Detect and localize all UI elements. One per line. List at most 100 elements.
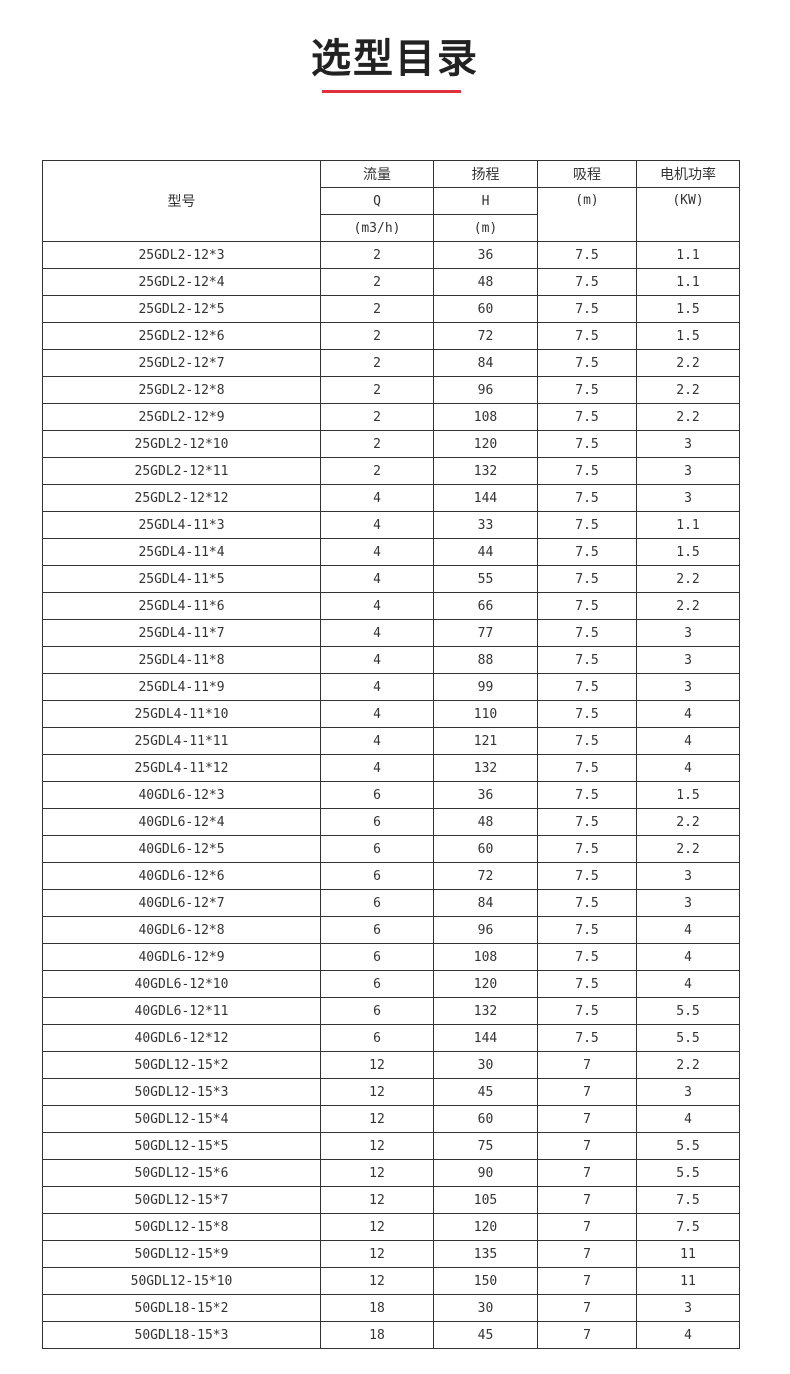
table-row: 40GDL6-12*5 6 60 7.5 2.2 xyxy=(42,835,740,863)
cell-flow: 2 xyxy=(320,430,434,458)
cell-flow: 2 xyxy=(320,241,434,269)
table-row: 25GDL4-11*4 4 44 7.5 1.5 xyxy=(42,538,740,566)
table-row: 40GDL6-12*4 6 48 7.5 2.2 xyxy=(42,808,740,836)
cell-power: 3 xyxy=(636,673,740,701)
cell-model: 25GDL4-11*7 xyxy=(42,619,321,647)
table-row: 25GDL4-11*10 4 110 7.5 4 xyxy=(42,700,740,728)
cell-model: 25GDL4-11*4 xyxy=(42,538,321,566)
cell-head: 60 xyxy=(433,1105,538,1133)
cell-suction: 7.5 xyxy=(537,376,637,404)
cell-head: 144 xyxy=(433,1024,538,1052)
cell-head: 99 xyxy=(433,673,538,701)
cell-model: 50GDL12-15*10 xyxy=(42,1267,321,1295)
cell-power: 4 xyxy=(636,970,740,998)
cell-power: 3 xyxy=(636,484,740,512)
cell-power: 7.5 xyxy=(636,1186,740,1214)
cell-suction: 7.5 xyxy=(537,592,637,620)
cell-head: 132 xyxy=(433,754,538,782)
cell-model: 40GDL6-12*7 xyxy=(42,889,321,917)
cell-head: 75 xyxy=(433,1132,538,1160)
header-row: Q H (m) (KW) xyxy=(43,187,740,242)
cell-power: 1.5 xyxy=(636,322,740,350)
cell-model: 50GDL18-15*3 xyxy=(42,1321,321,1349)
cell-flow: 12 xyxy=(320,1051,434,1079)
cell-power: 4 xyxy=(636,1105,740,1133)
table-row: 40GDL6-12*12 6 144 7.5 5.5 xyxy=(42,1024,740,1052)
cell-power: 1.1 xyxy=(636,268,740,296)
cell-flow: 12 xyxy=(320,1213,434,1241)
cell-head: 72 xyxy=(433,862,538,890)
cell-power: 2.2 xyxy=(636,349,740,377)
header-power: 电机功率 xyxy=(636,160,740,188)
cell-power: 2.2 xyxy=(636,1051,740,1079)
cell-power: 2.2 xyxy=(636,565,740,593)
cell-flow: 4 xyxy=(320,565,434,593)
cell-model: 25GDL2-12*11 xyxy=(42,457,321,485)
table-row: 25GDL2-12*5 2 60 7.5 1.5 xyxy=(42,295,740,323)
table-row: 25GDL2-12*6 2 72 7.5 1.5 xyxy=(42,322,740,350)
cell-head: 110 xyxy=(433,700,538,728)
cell-model: 40GDL6-12*9 xyxy=(42,943,321,971)
cell-model: 40GDL6-12*3 xyxy=(42,781,321,809)
cell-suction: 7 xyxy=(537,1267,637,1295)
cell-suction: 7 xyxy=(537,1186,637,1214)
table-row: 40GDL6-12*3 6 36 7.5 1.5 xyxy=(42,781,740,809)
cell-head: 45 xyxy=(433,1078,538,1106)
cell-head: 120 xyxy=(433,970,538,998)
cell-suction: 7 xyxy=(537,1213,637,1241)
cell-head: 96 xyxy=(433,376,538,404)
cell-power: 2.2 xyxy=(636,592,740,620)
cell-model: 50GDL12-15*3 xyxy=(42,1078,321,1106)
cell-power: 3 xyxy=(636,889,740,917)
cell-head: 121 xyxy=(433,727,538,755)
cell-flow: 2 xyxy=(320,376,434,404)
cell-flow: 2 xyxy=(320,322,434,350)
cell-power: 1.1 xyxy=(636,241,740,269)
cell-power: 2.2 xyxy=(636,376,740,404)
cell-model: 50GDL12-15*5 xyxy=(42,1132,321,1160)
cell-flow: 12 xyxy=(320,1132,434,1160)
cell-suction: 7 xyxy=(537,1132,637,1160)
cell-power: 3 xyxy=(636,1294,740,1322)
cell-flow: 12 xyxy=(320,1186,434,1214)
table-row: 25GDL2-12*12 4 144 7.5 3 xyxy=(42,484,740,512)
cell-suction: 7 xyxy=(537,1105,637,1133)
cell-power: 2.2 xyxy=(636,403,740,431)
cell-head: 60 xyxy=(433,295,538,323)
cell-flow: 4 xyxy=(320,538,434,566)
table-row: 50GDL12-15*7 12 105 7 7.5 xyxy=(42,1186,740,1214)
cell-suction: 7.5 xyxy=(537,700,637,728)
cell-suction: 7.5 xyxy=(537,673,637,701)
cell-flow: 6 xyxy=(320,943,434,971)
cell-head: 33 xyxy=(433,511,538,539)
cell-flow: 4 xyxy=(320,619,434,647)
cell-flow: 18 xyxy=(320,1294,434,1322)
table-row: 50GDL12-15*5 12 75 7 5.5 xyxy=(42,1132,740,1160)
table-row: 50GDL12-15*8 12 120 7 7.5 xyxy=(42,1213,740,1241)
table-row: 40GDL6-12*11 6 132 7.5 5.5 xyxy=(42,997,740,1025)
cell-power: 7.5 xyxy=(636,1213,740,1241)
cell-suction: 7 xyxy=(537,1321,637,1349)
cell-suction: 7.5 xyxy=(537,781,637,809)
cell-flow: 6 xyxy=(320,916,434,944)
cell-head: 45 xyxy=(433,1321,538,1349)
header-suction-unit: (m) xyxy=(537,187,637,242)
cell-model: 40GDL6-12*10 xyxy=(42,970,321,998)
cell-model: 40GDL6-12*6 xyxy=(42,862,321,890)
cell-head: 30 xyxy=(433,1294,538,1322)
cell-suction: 7.5 xyxy=(537,322,637,350)
cell-power: 4 xyxy=(636,916,740,944)
cell-head: 96 xyxy=(433,916,538,944)
table-row: 25GDL4-11*3 4 33 7.5 1.1 xyxy=(42,511,740,539)
cell-head: 132 xyxy=(433,997,538,1025)
cell-power: 5.5 xyxy=(636,1132,740,1160)
cell-model: 40GDL6-12*5 xyxy=(42,835,321,863)
table-row: 50GDL18-15*2 18 30 7 3 xyxy=(42,1294,740,1322)
table-row: 25GDL2-12*4 2 48 7.5 1.1 xyxy=(42,268,740,296)
cell-suction: 7 xyxy=(537,1240,637,1268)
header-suction: 吸程 xyxy=(537,160,637,188)
cell-suction: 7.5 xyxy=(537,241,637,269)
cell-model: 50GDL12-15*4 xyxy=(42,1105,321,1133)
cell-head: 120 xyxy=(433,430,538,458)
cell-flow: 2 xyxy=(320,457,434,485)
